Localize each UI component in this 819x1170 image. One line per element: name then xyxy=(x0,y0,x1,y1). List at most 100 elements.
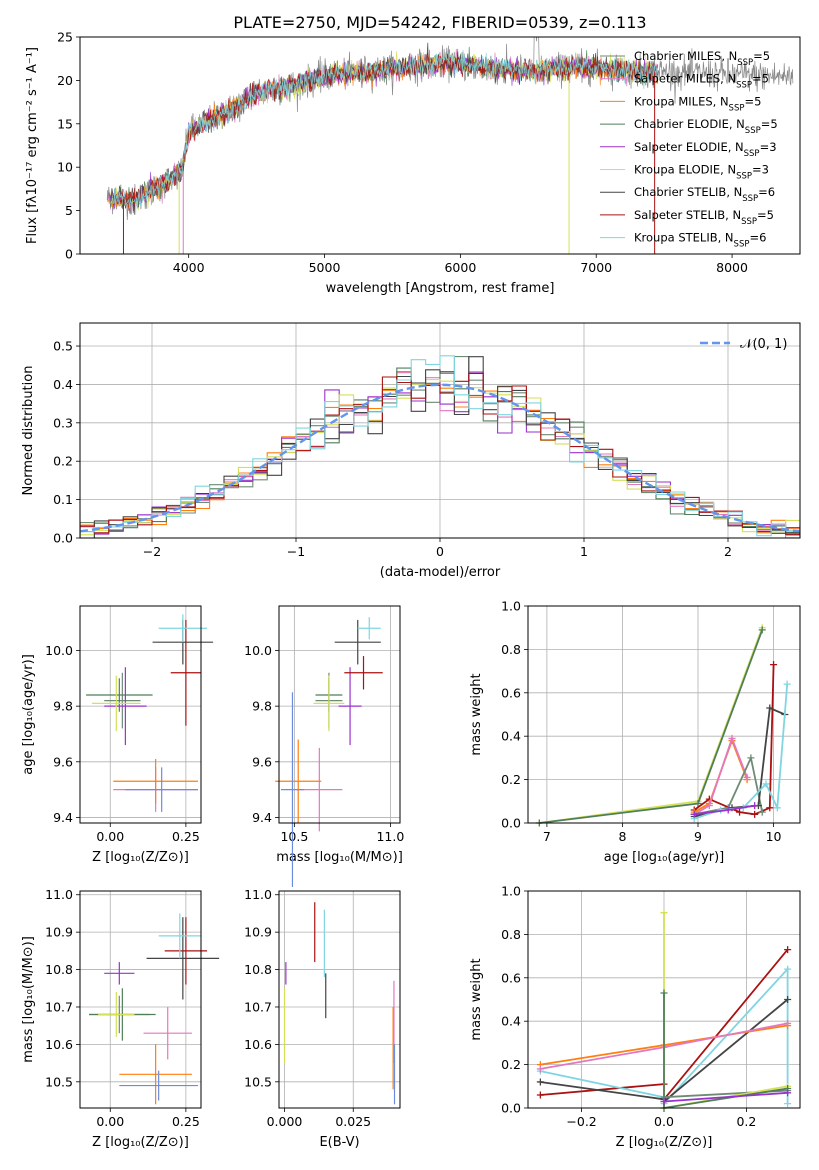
y-tick-label: 0.6 xyxy=(501,685,521,700)
y-tick-label: 10.0 xyxy=(45,643,73,658)
y-tick-label: 0.3 xyxy=(53,415,73,430)
legend-label: Salpeter STELIB, NSSP=5 xyxy=(634,208,774,227)
residual-panel: −2 −1 0 1 2 0.0 0.1 0.2 0.3 0.4 0.5 (data-model)/er… xyxy=(21,322,801,580)
legend-label: Kroupa STELIB, NSSP=6 xyxy=(634,231,766,250)
y-axis-label: mass [log₁₀(M/M⊙)] xyxy=(21,936,36,1063)
mass-vs-z-panel: 0.00 0.25 10.5 10.6 10.7 10.8 10.9 11.0 Z [log₁₀… xyxy=(21,887,220,1150)
y-tick-label: 0.8 xyxy=(501,642,521,657)
x-tick-label: −2 xyxy=(143,544,161,559)
y-tick-label: 10.6 xyxy=(45,1037,73,1052)
mass-vs-ebv-panel: 0.000 0.025 10.5 10.6 10.7 10.8 10.9 11.0 E(B-V) xyxy=(244,887,401,1150)
weight-marker-salpeter_elodie xyxy=(784,1089,792,1097)
y-tick-label: 11.0 xyxy=(244,887,272,902)
axes-frame xyxy=(79,890,202,1109)
weight-marker-salpeter_stelib xyxy=(751,810,759,818)
axes-frame xyxy=(79,605,202,824)
x-axis-label: E(B-V) xyxy=(319,1135,359,1150)
y-tick-label: 9.8 xyxy=(252,699,272,714)
y-tick-label: 0.0 xyxy=(501,816,521,831)
y-tick-label: 25 xyxy=(57,30,73,45)
spectrum-lines xyxy=(106,37,794,254)
axes-frame xyxy=(79,36,801,255)
weight-marker-salpeter_stelib xyxy=(766,804,774,812)
y-tick-label: 0.1 xyxy=(53,492,73,507)
x-tick-label: 5000 xyxy=(309,260,341,275)
weight-marker-kroupa_stelib xyxy=(784,965,792,973)
y-tick-label: 10.0 xyxy=(244,643,272,658)
model-spectrum-kroupa_stelib xyxy=(112,49,658,215)
weight-marker-salpeter_elodie xyxy=(751,802,759,810)
weight-line-chabrier_miles xyxy=(694,755,764,816)
weight-marker-chabrier_elodie xyxy=(758,626,766,634)
x-axis-label: Z [log₁₀(Z/Z⊙)] xyxy=(92,850,189,865)
y-tick-label: 0.2 xyxy=(501,772,521,787)
y-tick-label: 1.0 xyxy=(501,599,521,614)
age-vs-z-panel: 0.00 0.25 9.4 9.6 9.8 10.0 Z [log₁₀(Z/Z⊙)] age … xyxy=(21,605,214,865)
x-tick-label: 6000 xyxy=(444,260,476,275)
x-tick-label: 7000 xyxy=(580,260,612,275)
weight-line-salpeter_elodie xyxy=(663,1091,788,1103)
x-tick-label: 4000 xyxy=(173,260,205,275)
legend-label: Salpeter ELODIE, NSSP=3 xyxy=(634,140,777,159)
weight-vs-z-panel: −0.2 0.0 0.2 0.0 0.2 0.4 0.6 0.8 1.0 Z [log₁₀(Z/Z… xyxy=(469,884,801,1150)
y-tick-label: 0.8 xyxy=(501,927,521,942)
weight-marker-kroupa_elodie xyxy=(660,909,668,917)
x-tick-label: 0.25 xyxy=(172,829,200,844)
x-tick-label: −1 xyxy=(287,544,305,559)
y-tick-label: 10.5 xyxy=(45,1074,73,1089)
x-tick-label: 0.000 xyxy=(267,1114,303,1129)
y-tick-label: 10.7 xyxy=(244,999,272,1014)
x-tick-label: 8000 xyxy=(716,260,748,275)
x-tick-label: −0.2 xyxy=(566,1114,596,1129)
weight-marker-salpeter_elodie xyxy=(690,810,698,818)
x-tick-label: 2 xyxy=(724,544,732,559)
x-tick-label: 0 xyxy=(436,544,444,559)
weight-marker-kroupa_stelib xyxy=(783,680,791,688)
weight-line-salpeter_miles xyxy=(693,735,748,816)
weight-marker-chabrier_stelib xyxy=(784,996,792,1003)
weight-marker-chabrier_stelib xyxy=(536,1078,544,1086)
axes-frame xyxy=(79,322,801,539)
hist-lines xyxy=(80,355,800,538)
y-tick-label: 20 xyxy=(57,73,73,88)
weight-marker-salpeter_miles xyxy=(728,734,736,742)
weight-marker-chabrier_miles xyxy=(747,754,755,762)
weight-marker-salpeter_miles xyxy=(743,773,751,781)
y-tick-label: 9.4 xyxy=(53,810,73,825)
x-tick-label: 11.0 xyxy=(376,829,404,844)
y-tick-label: 15 xyxy=(57,116,73,131)
age-vs-mass-panel: 10.5 11.0 9.4 9.6 9.8 10.0 mass [log₁₀(M/M⊙)] xyxy=(244,605,404,887)
y-tick-label: 10.9 xyxy=(244,925,272,940)
legend-label: Chabrier ELODIE, NSSP=5 xyxy=(634,117,778,136)
legend-label: Kroupa MILES, NSSP=5 xyxy=(634,94,761,113)
legend-label: Salpeter MILES, NSSP=5 xyxy=(634,72,769,91)
weight-marker-chabrier_miles xyxy=(758,808,766,816)
legend-label: Chabrier MILES, NSSP=5 xyxy=(634,49,770,68)
y-tick-label: 9.6 xyxy=(252,754,272,769)
y-tick-label: 0.4 xyxy=(53,377,73,392)
y-tick-label: 0.4 xyxy=(501,729,521,744)
x-tick-label: 10.5 xyxy=(280,829,308,844)
weight-line-salpeter_stelib xyxy=(693,664,775,816)
y-tick-label: 9.6 xyxy=(53,754,73,769)
y-tick-label: 9.4 xyxy=(252,810,272,825)
y-tick-label: 0.0 xyxy=(501,1101,521,1116)
x-axis-label: mass [log₁₀(M/M⊙)] xyxy=(276,850,403,865)
x-axis-label: Z [log₁₀(Z/Z⊙)] xyxy=(616,1135,713,1150)
weight-marker-kroupa_stelib xyxy=(762,780,770,788)
weight-marker-salpeter_stelib xyxy=(736,808,744,816)
x-axis-label: wavelength [Angstrom, rest frame] xyxy=(326,281,555,296)
y-axis-label: Normed distribution xyxy=(21,366,36,496)
model-spectrum-salpeter_stelib xyxy=(111,52,658,212)
y-tick-label: 10.5 xyxy=(244,1074,272,1089)
x-axis-label: (data-model)/error xyxy=(380,565,501,580)
x-tick-label: 0.025 xyxy=(335,1114,371,1129)
y-axis-label: Flux [fλ10⁻¹⁷ erg cm⁻² s⁻¹ A⁻¹] xyxy=(25,47,40,244)
x-tick-label: 0.00 xyxy=(96,1114,124,1129)
y-tick-label: 11.0 xyxy=(45,887,73,902)
spectrum-panel: 4000 5000 6000 7000 8000 0 5 10 15 20 25 wavelength… xyxy=(25,30,801,296)
y-tick-label: 5 xyxy=(65,203,73,218)
y-axis-label: mass weight xyxy=(469,673,484,755)
x-tick-label: 0.0 xyxy=(654,1114,674,1129)
x-tick-label: 10 xyxy=(766,829,782,844)
